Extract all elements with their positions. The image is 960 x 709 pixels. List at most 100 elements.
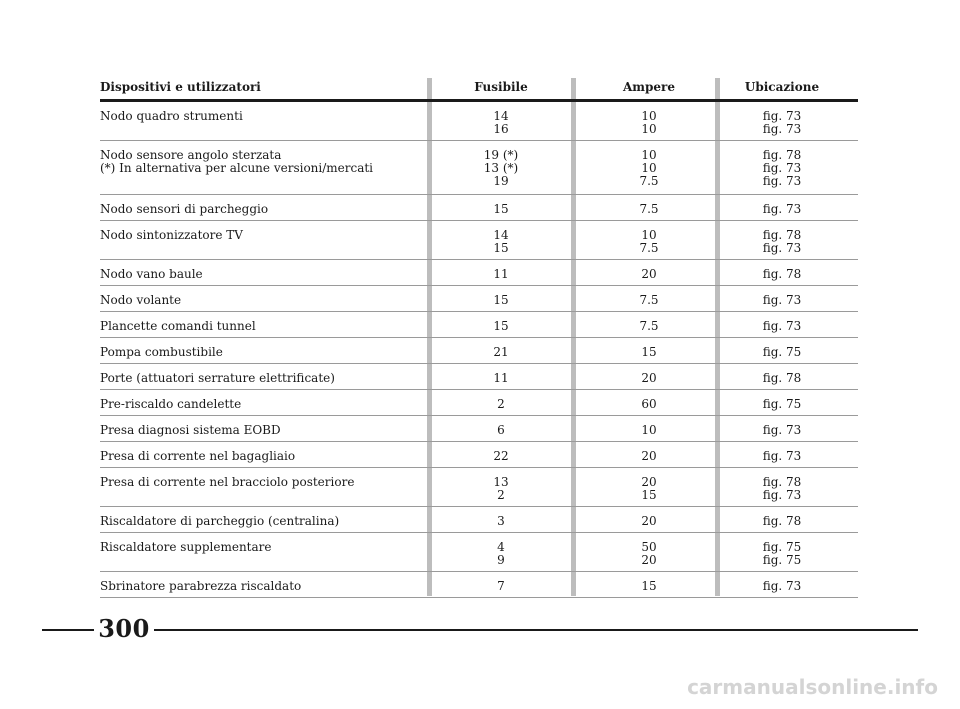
ampere-cell-line: 50: [641, 540, 657, 554]
ampere-cell-line: 10: [641, 161, 657, 175]
fuse-cell: 15: [467, 203, 535, 216]
device-cell: Presa diagnosi sistema EOBD: [100, 424, 420, 437]
ampere-cell-line: 15: [641, 488, 657, 502]
location-cell-line: fig. 73: [762, 161, 802, 175]
device-cell-line: Riscaldatore supplementare: [100, 540, 272, 554]
device-cell: Pre-riscaldo candelette: [100, 398, 420, 411]
device-cell: Nodo sensore angolo sterzata (*) In alter…: [100, 149, 420, 175]
ampere-cell: 15: [610, 346, 688, 359]
header-ampere: Ampere: [623, 80, 675, 94]
location-cell: fig. 73: [726, 203, 838, 216]
fuse-cell: 14 16: [467, 110, 535, 136]
ampere-cell: 15: [610, 580, 688, 593]
location-cell: fig. 73 fig. 73: [726, 110, 838, 136]
device-cell-line: Nodo sintonizzatore TV: [100, 228, 243, 242]
device-cell-line: Presa di corrente nel bracciolo posterio…: [100, 475, 355, 489]
ampere-cell: 7.5: [610, 294, 688, 307]
ampere-cell: 20: [610, 450, 688, 463]
location-cell-line: fig. 78: [762, 228, 802, 242]
fuse-cell-line: 13: [493, 475, 509, 489]
location-cell-line: fig. 73: [762, 319, 802, 333]
fuse-table-body: Nodo quadro strumenti 14 16 10 10 fig. 73 fig.…: [100, 102, 858, 598]
ampere-cell: 10 10: [610, 110, 688, 136]
fuse-cell-line: 14: [493, 228, 509, 242]
ampere-cell-line: 7.5: [639, 319, 659, 333]
ampere-cell: 20: [610, 372, 688, 385]
device-cell-line: Nodo volante: [100, 293, 182, 307]
device-cell: Presa di corrente nel bagagliaio: [100, 450, 420, 463]
ampere-cell: 10 10 7.5: [610, 149, 688, 188]
location-cell: fig. 73: [726, 320, 838, 333]
header-rule: [100, 99, 858, 102]
ampere-cell: 7.5: [610, 203, 688, 216]
location-cell: fig. 78: [726, 372, 838, 385]
fuse-cell: 6: [467, 424, 535, 437]
location-cell-line: fig. 75: [762, 540, 802, 554]
table-header: Dispositivi e utilizzatori Fusibile Ampe…: [100, 78, 858, 100]
ampere-cell-line: 60: [641, 397, 657, 411]
fuse-cell-line: 16: [493, 122, 509, 136]
fuse-cell-line: 11: [493, 267, 509, 281]
watermark-text: carmanualsonline.info: [687, 675, 938, 699]
fuse-cell: 13 2: [467, 476, 535, 502]
location-cell-line: fig. 73: [762, 449, 802, 463]
device-cell-line: Pompa combustibile: [100, 345, 223, 359]
location-cell: fig. 73: [726, 424, 838, 437]
fuse-cell: 14 15: [467, 229, 535, 255]
ampere-cell: 10 7.5: [610, 229, 688, 255]
device-cell-line: Presa diagnosi sistema EOBD: [100, 423, 281, 437]
ampere-cell: 20: [610, 515, 688, 528]
fuse-cell-line: 22: [493, 449, 509, 463]
location-cell: fig. 78 fig. 73: [726, 229, 838, 255]
location-cell: fig. 73: [726, 294, 838, 307]
location-cell-line: fig. 75: [762, 553, 802, 567]
fuse-cell-line: 6: [497, 423, 505, 437]
location-cell: fig. 78: [726, 268, 838, 281]
footer-rule-right: [154, 629, 918, 631]
ampere-cell: 50 20: [610, 541, 688, 567]
ampere-cell-line: 10: [641, 122, 657, 136]
device-cell: Riscaldatore di parcheggio (centralina): [100, 515, 420, 528]
device-cell: Nodo volante: [100, 294, 420, 307]
fuse-cell-line: 2: [497, 488, 505, 502]
device-cell-line: Nodo vano baule: [100, 267, 203, 281]
fuse-cell-line: 15: [493, 293, 509, 307]
device-cell-line: Pre-riscaldo candelette: [100, 397, 242, 411]
location-cell-line: fig. 73: [762, 122, 802, 136]
fuse-cell-line: 4: [497, 540, 505, 554]
ampere-cell-line: 15: [641, 345, 657, 359]
table-row: Nodo sintonizzatore TV 14 15 10 7.5 fig. 78 fi…: [100, 221, 858, 260]
ampere-cell-line: 15: [641, 579, 657, 593]
location-cell-line: fig. 73: [762, 488, 802, 502]
fuse-cell-line: 3: [497, 514, 505, 528]
ampere-cell-line: 10: [641, 423, 657, 437]
device-cell: Nodo quadro strumenti: [100, 110, 420, 123]
location-cell-line: fig. 78: [762, 267, 802, 281]
device-cell: Nodo sensori di parcheggio: [100, 203, 420, 216]
device-cell: Nodo sintonizzatore TV: [100, 229, 420, 242]
fuse-cell: 3: [467, 515, 535, 528]
ampere-cell-line: 20: [641, 449, 657, 463]
device-cell-line: Nodo sensori di parcheggio: [100, 202, 269, 216]
device-cell-line: Presa di corrente nel bagagliaio: [100, 449, 296, 463]
location-cell-line: fig. 73: [762, 241, 802, 255]
location-cell: fig. 78: [726, 515, 838, 528]
page-number: 300: [98, 614, 150, 643]
device-cell-line: Porte (attuatori serrature elettrificate…: [100, 371, 335, 385]
header-fuse: Fusibile: [474, 80, 528, 94]
location-cell: fig. 73: [726, 580, 838, 593]
location-cell-line: fig. 73: [762, 202, 802, 216]
fuse-cell: 15: [467, 294, 535, 307]
location-cell-line: fig. 73: [762, 174, 802, 188]
device-cell-line: Plancette comandi tunnel: [100, 319, 256, 333]
device-cell-line: (*) In alternativa per alcune versioni/m…: [100, 161, 374, 175]
location-cell: fig. 78 fig. 73: [726, 476, 838, 502]
fuse-cell-line: 21: [493, 345, 509, 359]
location-cell: fig. 75: [726, 346, 838, 359]
ampere-cell-line: 20: [641, 475, 657, 489]
device-cell: Plancette comandi tunnel: [100, 320, 420, 333]
fuse-cell-line: 15: [493, 319, 509, 333]
table-row: Pompa combustibile 21 15 fig. 75: [100, 338, 858, 364]
location-cell-line: fig. 73: [762, 109, 802, 123]
